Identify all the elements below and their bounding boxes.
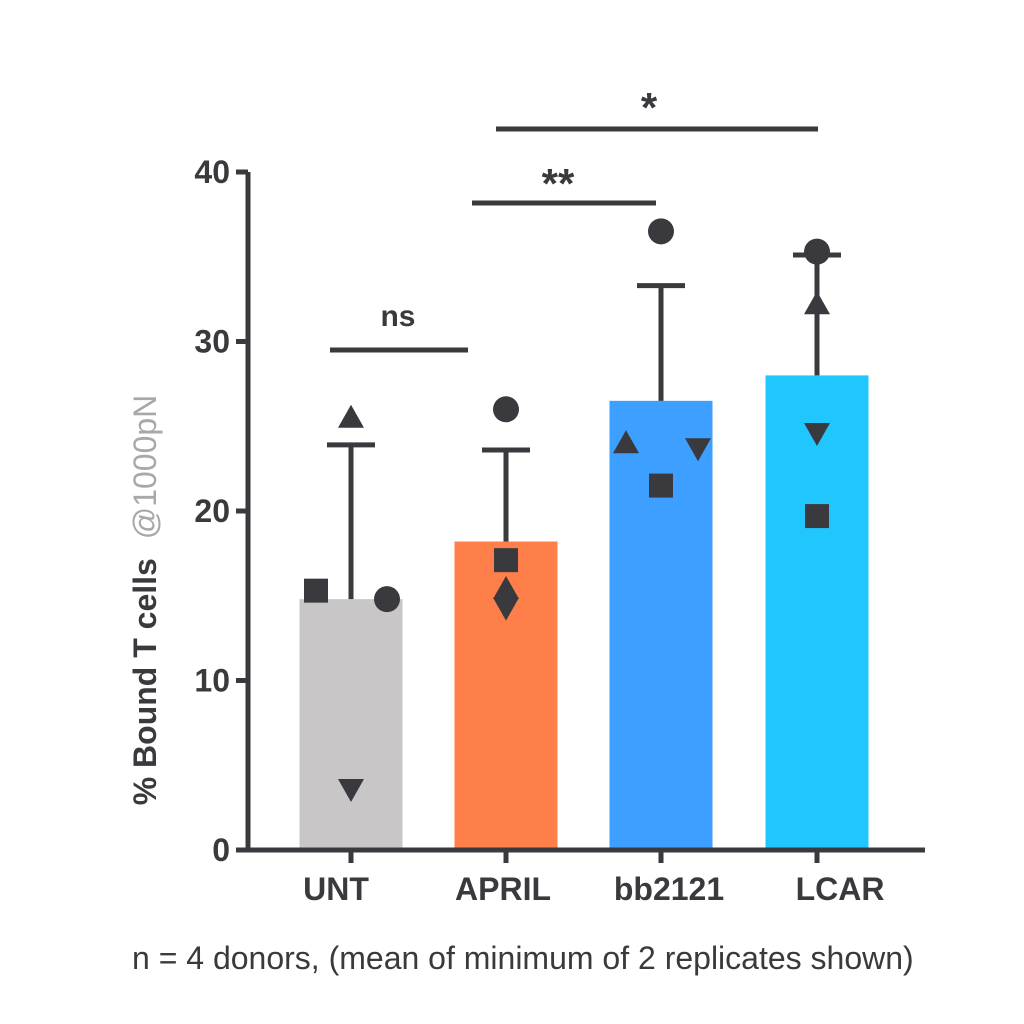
y-tick-label-20: 20 xyxy=(194,493,230,529)
significance-label-april-vs-lcar: * xyxy=(641,84,658,131)
y-tick-label-10: 10 xyxy=(194,663,230,699)
y-tick-label-30: 30 xyxy=(194,324,230,360)
data-point-triangle-up-unt xyxy=(338,404,364,428)
x-tick-label-bb2121: bb2121 xyxy=(614,871,724,907)
data-point-circle-bb2121 xyxy=(648,218,674,245)
y-axis-label: % Bound T cells @1000pN xyxy=(127,395,163,806)
data-point-circle-unt xyxy=(374,586,400,613)
data-point-square-lcar xyxy=(805,504,829,529)
data-point-triangle-down-lcar xyxy=(804,423,830,447)
data-point-square-april xyxy=(494,548,518,573)
data-point-triangle-up-april xyxy=(493,575,519,599)
data-point-triangle-down-april xyxy=(493,597,519,621)
significance-label-april-vs-bb2121: ** xyxy=(542,160,575,207)
x-tick-label-lcar: LCAR xyxy=(796,871,885,907)
x-tick-label-unt: UNT xyxy=(303,871,369,907)
data-point-triangle-down-unt xyxy=(338,778,364,802)
y-tick-label-0: 0 xyxy=(212,832,230,868)
data-point-triangle-up-bb2121 xyxy=(613,430,639,454)
significance-label-unt-vs-april: ns xyxy=(380,300,415,333)
y-axis-label-unit: @1000pN xyxy=(127,395,163,540)
data-point-circle-lcar xyxy=(804,238,830,265)
footnote: n = 4 donors, (mean of minimum of 2 repl… xyxy=(132,940,914,976)
data-point-square-unt xyxy=(304,578,328,603)
y-axis-label-main: % Bound T cells xyxy=(127,558,163,805)
bar-unt xyxy=(299,599,403,850)
y-tick-label-40: 40 xyxy=(194,154,230,190)
x-tick-label-april: APRIL xyxy=(455,871,551,907)
bar-bb2121 xyxy=(609,400,713,850)
bar-lcar xyxy=(765,375,869,850)
data-point-triangle-down-bb2121 xyxy=(685,438,711,462)
data-point-circle-april xyxy=(493,396,519,423)
data-point-triangle-up-lcar xyxy=(804,291,830,315)
data-point-square-bb2121 xyxy=(649,473,673,498)
